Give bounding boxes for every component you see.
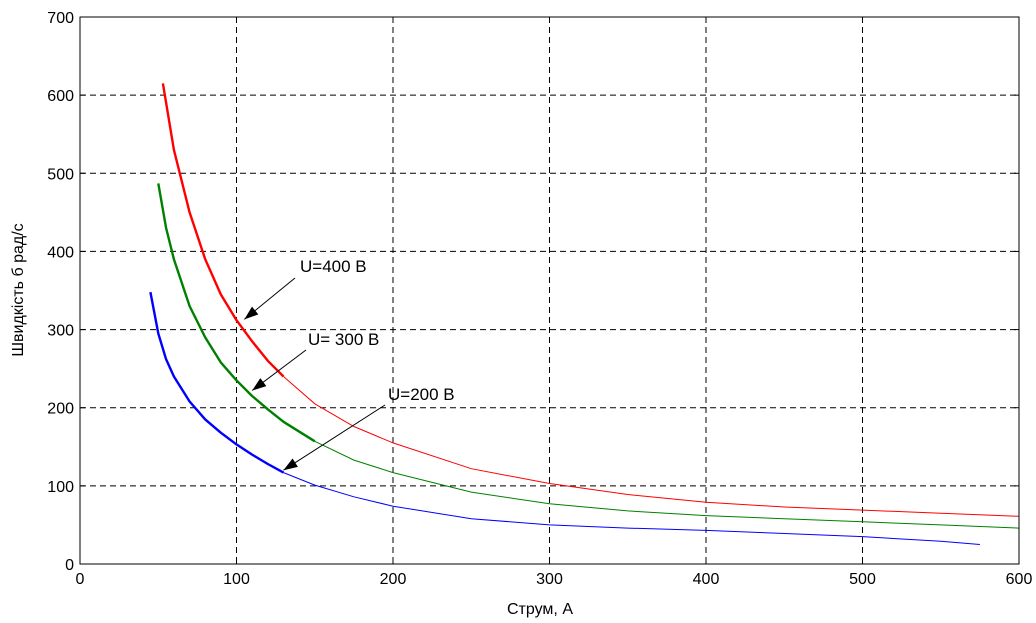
annotation-label: U=400 В — [300, 257, 367, 276]
y-tick-label: 200 — [47, 401, 74, 418]
y-tick-label: 600 — [47, 88, 74, 105]
y-tick-label: 500 — [47, 166, 74, 183]
y-tick-label: 0 — [65, 557, 74, 574]
series-line-tail — [314, 440, 1020, 529]
x-tick-label: 500 — [849, 571, 876, 588]
grid — [80, 17, 1019, 564]
x-tick-label: 200 — [380, 571, 407, 588]
series-layer — [149, 83, 1020, 545]
x-tick-label: 400 — [693, 571, 720, 588]
y-tick-label: 100 — [47, 479, 74, 496]
y-tick-label: 400 — [47, 244, 74, 261]
y-tick-label: 300 — [47, 323, 74, 340]
series-line — [161, 83, 285, 378]
x-tick-label: 0 — [76, 571, 85, 588]
y-axis-label: Швидкість б рад/с — [10, 223, 27, 356]
y-tick-label: 700 — [47, 10, 74, 27]
series-line-tail — [283, 376, 1020, 517]
annotation-arrowhead — [252, 378, 267, 391]
x-tick-label: 100 — [223, 571, 250, 588]
x-tick-label: 600 — [1006, 571, 1033, 588]
series-line — [157, 183, 316, 443]
tick-layer: 0 100 200 300 400 500 600 0 100 200 300 400 500 600 70… — [47, 10, 1032, 588]
x-tick-label: 300 — [536, 571, 563, 588]
series-line-tail — [283, 472, 980, 545]
series-line — [149, 291, 285, 474]
annotation-arrowhead — [244, 306, 259, 320]
annotation-layer: U=400 В U= 300 В U=200 В — [244, 257, 455, 471]
annotation-label: U= 300 В — [308, 330, 379, 349]
annotation-arrowhead — [283, 458, 298, 471]
x-axis-label: Струм, А — [507, 601, 573, 618]
annotation-arrow-line — [283, 404, 386, 471]
annotation-label: U=200 В — [388, 385, 455, 404]
